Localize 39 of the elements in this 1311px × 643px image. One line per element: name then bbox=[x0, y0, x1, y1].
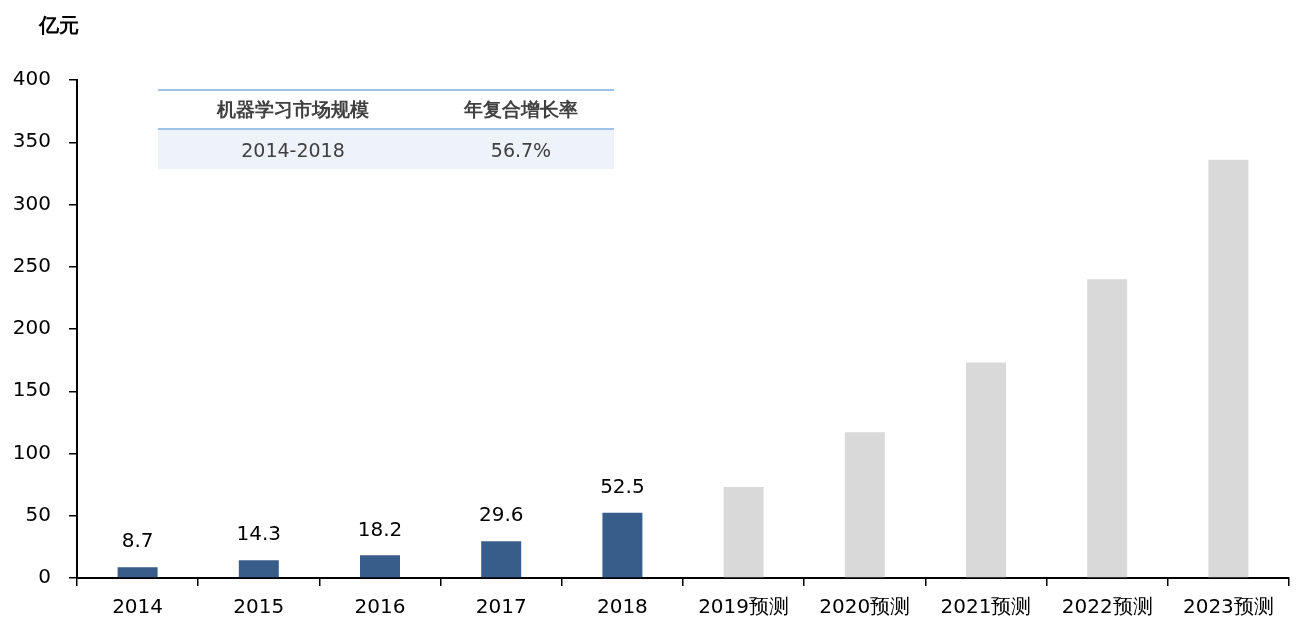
y-tick-label: 400 bbox=[12, 66, 51, 91]
bar bbox=[117, 567, 158, 578]
x-tick-label: 2023预测 bbox=[1182, 594, 1274, 619]
annotation: 年复合增长率 bbox=[464, 96, 578, 122]
bar bbox=[723, 487, 764, 578]
y-tick-label: 50 bbox=[25, 501, 51, 526]
x-tick-label: 2015 bbox=[233, 594, 285, 619]
y-tick-label: 200 bbox=[12, 315, 51, 340]
y-tick-label: 150 bbox=[12, 377, 51, 402]
data-label: 29.6 bbox=[478, 502, 524, 527]
bar bbox=[1208, 159, 1249, 578]
x-tick-label: 2020预测 bbox=[819, 594, 911, 619]
data-label: 18.2 bbox=[357, 516, 403, 541]
y-tick-label: 100 bbox=[12, 439, 51, 464]
annotation: 机器学习市场规模 bbox=[217, 96, 369, 122]
bar bbox=[238, 560, 279, 578]
y-tick-label: 250 bbox=[12, 252, 51, 277]
x-tick-label: 2022预测 bbox=[1061, 594, 1153, 619]
y-tick-label: 0 bbox=[38, 564, 51, 589]
data-label: 14.3 bbox=[236, 521, 282, 546]
x-tick-label: 2021预测 bbox=[940, 594, 1032, 619]
x-tick-label: 2017 bbox=[475, 594, 527, 619]
bar bbox=[360, 555, 400, 578]
data-label: 8.7 bbox=[121, 528, 154, 553]
bar bbox=[844, 432, 885, 578]
x-tick-label: 2019预测 bbox=[698, 594, 790, 619]
x-tick-label: 2016 bbox=[354, 594, 406, 619]
y-tick-label: 300 bbox=[12, 190, 51, 215]
annotation: 2014-2018 bbox=[241, 138, 345, 161]
bar bbox=[1087, 279, 1128, 578]
bar bbox=[602, 512, 643, 578]
annotation: 56.7% bbox=[490, 138, 552, 161]
x-tick-label: 2014 bbox=[112, 594, 164, 619]
y-tick-label: 350 bbox=[12, 128, 51, 153]
bar bbox=[481, 541, 522, 578]
x-tick-label: 2018 bbox=[596, 594, 648, 619]
bar bbox=[966, 362, 1006, 578]
y-axis-title: 亿元 bbox=[38, 13, 79, 38]
data-label: 52.5 bbox=[600, 473, 645, 498]
